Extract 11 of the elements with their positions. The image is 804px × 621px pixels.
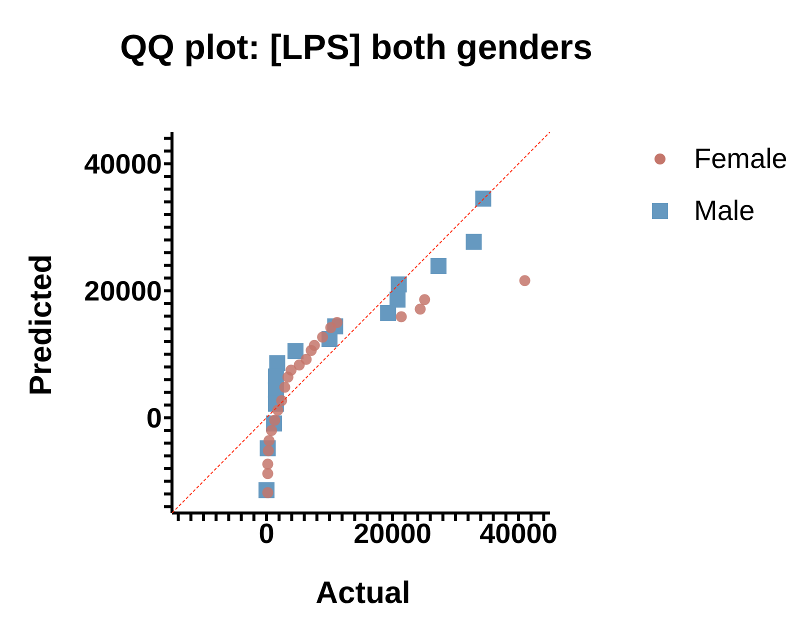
legend-label: Female <box>694 143 788 175</box>
y-tick-label: 0 <box>146 402 162 434</box>
y-tick-label: 40000 <box>84 148 162 180</box>
legend-label: Male <box>694 195 755 227</box>
y-tick-label: 20000 <box>84 276 162 307</box>
x-tick-label: 40000 <box>480 518 558 549</box>
x-tick-label: 20000 <box>354 518 432 549</box>
x-axis-title: Actual <box>314 575 412 611</box>
chart-title: QQ plot: [LPS] both genders <box>120 28 592 68</box>
y-axis-title: Predicted <box>23 254 59 396</box>
x-tick-label: 0 <box>258 518 274 549</box>
